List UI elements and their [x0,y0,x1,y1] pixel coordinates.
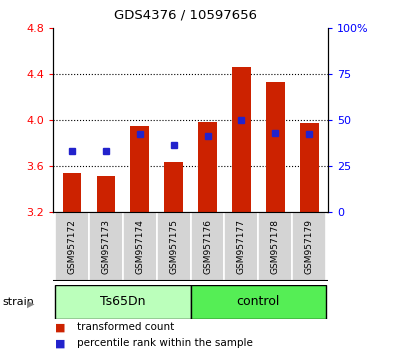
Text: GSM957179: GSM957179 [305,219,314,274]
Text: GSM957174: GSM957174 [135,219,144,274]
Text: percentile rank within the sample: percentile rank within the sample [77,338,253,348]
Text: ■: ■ [55,338,66,348]
Text: GSM957175: GSM957175 [169,219,178,274]
Text: transformed count: transformed count [77,322,174,332]
Bar [55,212,89,281]
Bar [191,285,326,319]
Bar [89,212,123,281]
Bar [292,212,326,281]
Bar [96,176,115,212]
Bar [164,162,183,212]
Bar [300,122,318,212]
Text: control: control [237,295,280,308]
Bar [130,126,149,212]
Text: GSM957176: GSM957176 [203,219,212,274]
Bar [232,67,251,212]
Text: Ts65Dn: Ts65Dn [100,295,145,308]
Bar [157,212,191,281]
Text: strain: strain [2,297,34,307]
Bar [123,212,157,281]
Text: ■: ■ [55,322,66,332]
Bar [191,212,224,281]
Bar [258,212,292,281]
Bar [55,285,191,319]
Bar [266,82,285,212]
Text: GSM957177: GSM957177 [237,219,246,274]
Bar [198,121,217,212]
Text: GSM957172: GSM957172 [68,219,77,274]
Bar [63,173,81,212]
Bar [224,212,258,281]
Text: GDS4376 / 10597656: GDS4376 / 10597656 [114,9,257,22]
Text: ▶: ▶ [27,298,34,308]
Text: GSM957173: GSM957173 [102,219,110,274]
Text: GSM957178: GSM957178 [271,219,280,274]
